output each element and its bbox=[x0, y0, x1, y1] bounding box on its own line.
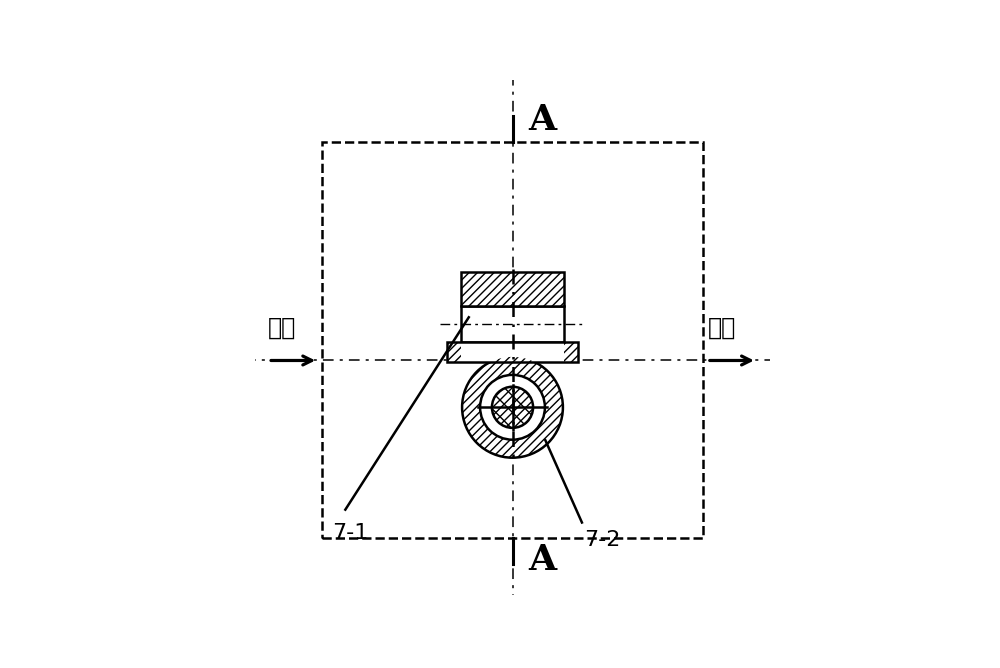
Text: 出气: 出气 bbox=[708, 316, 736, 340]
Text: A: A bbox=[528, 543, 556, 577]
Circle shape bbox=[462, 357, 563, 458]
Text: 7-2: 7-2 bbox=[585, 530, 621, 550]
Bar bbox=[461, 307, 564, 343]
Bar bbox=[461, 271, 564, 307]
Bar bbox=[564, 343, 578, 362]
Text: 进气: 进气 bbox=[268, 316, 296, 340]
Bar bbox=[447, 343, 578, 362]
Bar bbox=[447, 343, 461, 362]
Circle shape bbox=[492, 387, 533, 428]
Circle shape bbox=[480, 375, 545, 440]
Text: 7-1: 7-1 bbox=[332, 522, 369, 542]
Bar bbox=[461, 271, 564, 307]
Text: A: A bbox=[528, 103, 556, 137]
Bar bbox=[322, 142, 703, 538]
